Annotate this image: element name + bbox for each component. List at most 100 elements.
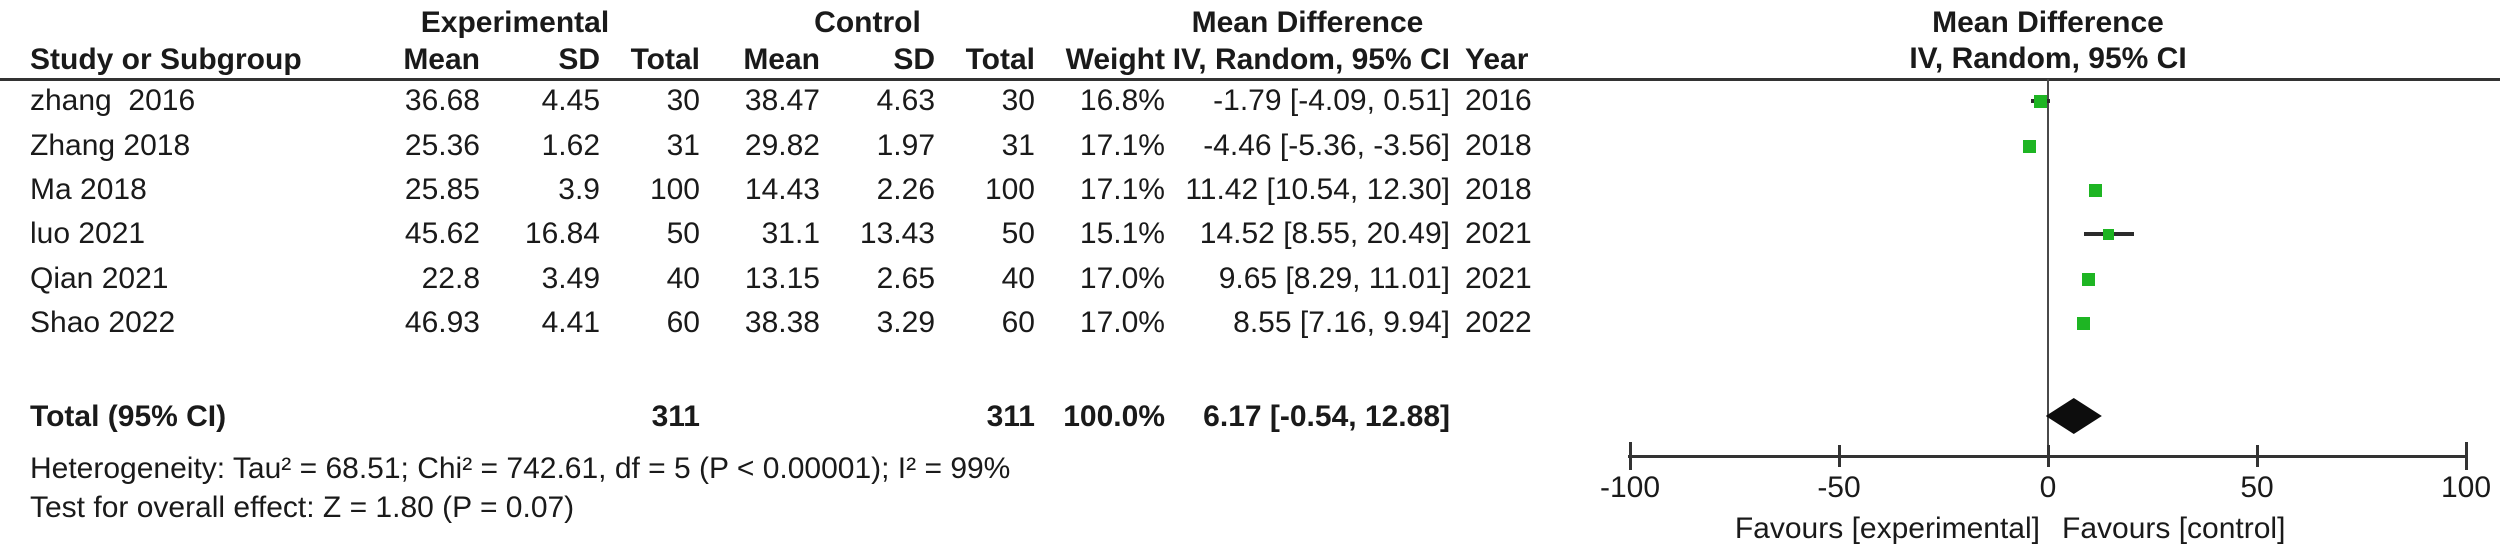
x-axis-tick-label: 100 [2440,471,2492,504]
cell-total-experimental: 30 [666,84,700,117]
cell-ci: 11.42 [10.54, 12.30] [1185,173,1450,206]
study-marker [2022,139,2036,153]
cell-total-experimental: 100 [649,173,700,206]
study-marker [2089,183,2103,197]
cell-sd-experimental: 16.84 [524,217,600,250]
table-row: Ma 2018 25.85 3.9 100 14.43 2.26 100 17.… [0,172,1560,208]
x-axis-label-right: Favours [control] [2062,512,2286,545]
col-header-ci: IV, Random, 95% CI [1172,43,1450,76]
cell-total-control: 100 [984,173,1035,206]
cell-weight: 17.1% [1079,173,1165,206]
cell-year: 2022 [1465,306,1532,339]
total-row: Total (95% CI) 311 311 100.0% 6.17 [-0.5… [0,399,1560,435]
cell-study: Shao 2022 [30,306,176,339]
cell-weight: 17.0% [1079,306,1165,339]
cell-mean-control: 38.47 [744,84,820,117]
cell-year: 2018 [1465,129,1532,162]
x-axis-tick-label: -100 [1599,471,1661,504]
cell-year: 2016 [1465,84,1532,117]
cell-mean-experimental: 45.62 [404,217,480,250]
total-weight: 100.0% [1063,400,1165,433]
cell-mean-experimental: 36.68 [404,84,480,117]
cell-study: zhang 2016 [30,84,196,117]
x-axis-tick-label: 50 [2240,471,2274,504]
cell-total-experimental: 50 [666,217,700,250]
plot-header-effect-model: IV, Random, 95% CI [1909,42,2187,75]
cell-year: 2021 [1465,217,1532,250]
x-axis-tick [2047,445,2050,467]
cell-weight: 17.0% [1079,262,1165,295]
cell-total-control: 31 [1001,129,1035,162]
cell-sd-control: 4.63 [876,84,935,117]
header-underline [0,78,2500,81]
group-header-control: Control [814,6,921,39]
cell-ci: 9.65 [8.29, 11.01] [1218,262,1450,295]
overall-effect-note: Test for overall effect: Z = 1.80 (P = 0… [30,491,575,524]
table-row: Qian 2021 22.8 3.49 40 13.15 2.65 40 17.… [0,261,1560,297]
heterogeneity-note: Heterogeneity: Tau² = 68.51; Chi² = 742.… [30,452,1011,485]
col-header-mean-control: Mean [743,43,820,76]
group-header-mean-difference: Mean Difference [1191,6,1424,39]
total-ci: 6.17 [-0.54, 12.88] [1203,400,1450,433]
group-header-experimental: Experimental [420,6,610,39]
cell-sd-control: 2.65 [876,262,935,295]
cell-year: 2021 [1465,262,1532,295]
cell-ci: -4.46 [-5.36, -3.56] [1203,129,1450,162]
cell-total-experimental: 31 [666,129,700,162]
cell-weight: 15.1% [1079,217,1165,250]
x-axis-label-left: Favours [experimental] [1734,512,2040,545]
table-row: Shao 2022 46.93 4.41 60 38.38 3.29 60 17… [0,305,1560,341]
col-header-sd-control: SD [893,43,935,76]
cell-study: Zhang 2018 [30,129,191,162]
cell-ci: 8.55 [7.16, 9.94] [1233,306,1450,339]
col-header-sd-experimental: SD [558,43,600,76]
x-axis-tick [1629,442,1632,470]
cell-total-experimental: 40 [666,262,700,295]
cell-study: luo 2021 [30,217,146,250]
study-marker [2034,94,2048,108]
x-axis-tick [2256,445,2259,467]
cell-sd-control: 3.29 [876,306,935,339]
table-row: Zhang 2018 25.36 1.62 31 29.82 1.97 31 1… [0,128,1560,164]
cell-sd-control: 13.43 [859,217,935,250]
cell-ci: 14.52 [8.55, 20.49] [1199,217,1450,250]
study-marker [2077,316,2091,330]
study-marker [2103,228,2115,240]
cell-ci: -1.79 [-4.09, 0.51] [1213,84,1450,117]
cell-total-control: 60 [1001,306,1035,339]
cell-mean-control: 31.1 [761,217,820,250]
col-header-year: Year [1465,43,1529,76]
x-axis-tick [1838,445,1841,467]
study-marker [2081,272,2095,286]
col-header-total-control: Total [965,43,1035,76]
cell-sd-experimental: 1.62 [541,129,600,162]
cell-mean-control: 38.38 [744,306,820,339]
total-n-control: 311 [986,400,1035,433]
x-axis-tick [2465,442,2468,470]
cell-year: 2018 [1465,173,1532,206]
cell-sd-experimental: 3.49 [541,262,600,295]
table-row: zhang 2016 36.68 4.45 30 38.47 4.63 30 1… [0,83,1560,119]
cell-study: Ma 2018 [30,173,147,206]
col-header-study: Study or Subgroup [30,43,302,76]
cell-mean-control: 14.43 [744,173,820,206]
cell-mean-experimental: 25.85 [404,173,480,206]
cell-mean-control: 29.82 [744,129,820,162]
cell-sd-experimental: 4.45 [541,84,600,117]
total-n-experimental: 311 [651,400,700,433]
cell-mean-experimental: 46.93 [404,306,480,339]
x-axis-tick-label: -50 [1817,471,1861,504]
cell-sd-control: 2.26 [876,173,935,206]
cell-total-control: 40 [1001,262,1035,295]
cell-total-control: 30 [1001,84,1035,117]
column-header-row: Study or Subgroup Mean SD Total Mean SD … [0,42,1560,78]
col-header-mean-experimental: Mean [403,43,480,76]
cell-study: Qian 2021 [30,262,169,295]
cell-mean-experimental: 25.36 [404,129,480,162]
plot-header-mean-difference: Mean Difference [1932,6,2164,39]
total-label: Total (95% CI) [30,400,227,433]
cell-weight: 16.8% [1079,84,1165,117]
table-row: luo 2021 45.62 16.84 50 31.1 13.43 50 15… [0,216,1560,252]
cell-total-control: 50 [1001,217,1035,250]
